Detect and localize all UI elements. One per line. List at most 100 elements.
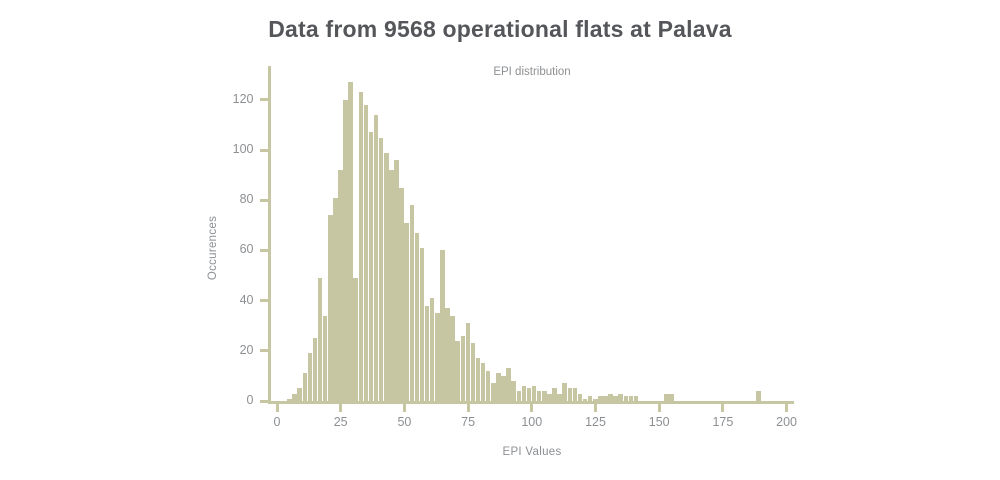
histogram-bar (608, 393, 613, 401)
histogram-bar (572, 388, 578, 401)
x-tick-label: 150 (648, 415, 670, 429)
x-tick-label: 0 (273, 415, 281, 429)
histogram-bar (603, 396, 608, 401)
y-axis-label: Occurences (207, 215, 219, 281)
histogram-bar (435, 313, 440, 401)
x-axis-line (267, 400, 794, 404)
histogram-bar (358, 92, 363, 401)
histogram-bar (547, 393, 552, 401)
x-tick-label: 75 (461, 415, 476, 429)
histogram-bar (302, 373, 307, 401)
histogram-bar (287, 398, 292, 401)
histogram-bar (598, 396, 603, 401)
page-title: Data from 9568 operational flats at Pala… (268, 16, 732, 42)
histogram-bar (577, 393, 583, 401)
histogram-bar (633, 396, 639, 401)
histogram-bar (424, 305, 430, 401)
histogram-bar (328, 215, 333, 401)
histogram-bar (506, 368, 511, 401)
histogram-bar (587, 396, 593, 401)
x-tick (402, 403, 406, 412)
histogram-bar (531, 385, 537, 401)
histogram-bar (450, 315, 455, 401)
histogram-bar (536, 391, 542, 401)
histogram-bar (394, 160, 399, 401)
x-axis-label: EPI Values (502, 446, 562, 458)
histogram-bar (414, 232, 420, 401)
x-tick (657, 403, 661, 412)
histogram-bar (343, 99, 348, 401)
histogram-bar (756, 391, 761, 401)
y-tick (259, 349, 268, 353)
histogram-bar (669, 393, 674, 401)
histogram-bar (378, 137, 384, 401)
histogram-bar (470, 343, 476, 401)
histogram-bar (496, 373, 501, 401)
histogram-bar (542, 391, 547, 401)
chart-subtitle: EPI distribution (493, 66, 571, 78)
x-tick-label: 100 (521, 415, 543, 429)
y-tick-label: 100 (232, 142, 254, 156)
histogram-bar (399, 187, 404, 401)
x-tick-label: 175 (712, 415, 734, 429)
histogram-bar (440, 250, 445, 401)
histogram-bar (317, 278, 323, 401)
histogram-bar (338, 170, 343, 401)
y-tick-label: 120 (232, 91, 254, 106)
histogram-bar (582, 398, 588, 401)
histogram-bar (516, 391, 521, 401)
x-tick (530, 403, 534, 412)
y-tick (259, 198, 268, 202)
histogram-bar (567, 388, 572, 401)
histogram-bar (613, 396, 618, 401)
histogram-bar (511, 380, 516, 401)
histogram-bar (312, 338, 318, 401)
histogram-bar (307, 353, 313, 401)
x-tick (785, 403, 789, 412)
histogram-bar (521, 385, 527, 401)
histogram-bar (664, 393, 669, 401)
y-tick (259, 98, 268, 102)
histogram-bar (384, 152, 389, 401)
histogram-bar (562, 383, 567, 401)
y-tick (259, 148, 268, 152)
histogram-bar (552, 388, 557, 401)
histogram-bar (460, 335, 465, 401)
histogram-bar (409, 205, 414, 401)
x-tick-label: 200 (776, 415, 798, 429)
histogram-bar (501, 375, 506, 401)
histogram-bar (373, 114, 379, 401)
x-tick (339, 403, 343, 412)
y-tick (259, 299, 268, 303)
histogram-bar (322, 315, 328, 401)
histogram-bar (485, 370, 491, 401)
histogram-bar (297, 388, 302, 401)
histogram-bar (363, 104, 369, 401)
x-tick (594, 403, 597, 412)
histogram-bar (348, 82, 353, 401)
histogram-bar (389, 170, 394, 401)
x-tick-label: 50 (397, 415, 412, 429)
histogram-bar (628, 396, 634, 401)
histogram-bar (404, 222, 409, 401)
x-tick (466, 403, 470, 412)
histogram-bar (491, 383, 496, 401)
histogram-bar (475, 358, 481, 401)
x-tick (275, 403, 279, 412)
histogram-bar (480, 363, 486, 401)
histogram-bar (445, 308, 450, 401)
histogram-bar (455, 340, 460, 401)
y-tick-label: 40 (239, 292, 254, 307)
histogram-bar (526, 388, 532, 401)
histogram-bar (353, 278, 358, 401)
histogram-bar (292, 393, 297, 401)
y-tick-label: 60 (239, 242, 254, 257)
x-tick (721, 403, 725, 412)
histogram-bar (419, 247, 425, 401)
x-tick-label: 125 (585, 415, 606, 429)
y-axis-line (267, 66, 271, 404)
histogram-bar (593, 398, 598, 401)
y-tick-label: 80 (239, 192, 254, 207)
histogram-bar (623, 396, 628, 401)
